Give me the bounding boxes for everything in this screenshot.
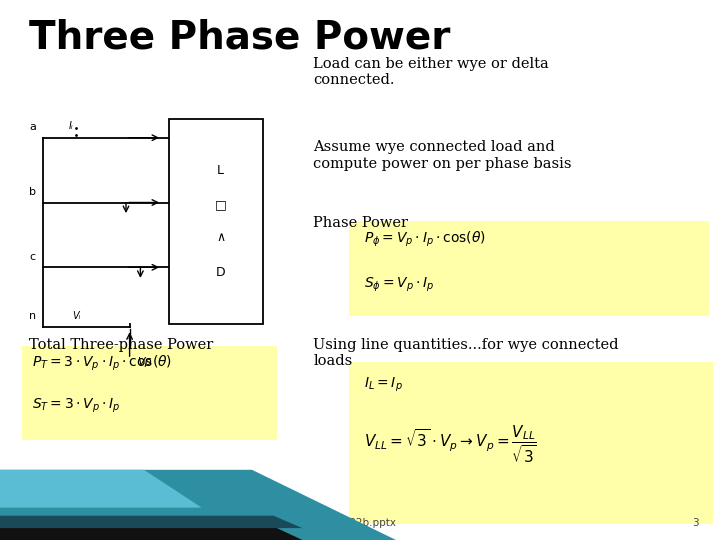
Text: □: □ (215, 199, 227, 212)
Polygon shape (0, 470, 202, 508)
Bar (349, 221, 709, 316)
Text: c: c (30, 252, 36, 262)
Text: Total Three-phase Power: Total Three-phase Power (29, 338, 213, 352)
Text: ∧: ∧ (216, 231, 225, 244)
Text: Assume wye connected load and
compute power on per phase basis: Assume wye connected load and compute po… (313, 140, 572, 171)
Text: Lesson 5_et332b.pptx: Lesson 5_et332b.pptx (281, 517, 396, 528)
Bar (349, 362, 713, 524)
Bar (169, 119, 263, 324)
Text: Phase Power: Phase Power (313, 216, 408, 230)
Text: Three Phase Power: Three Phase Power (29, 19, 450, 57)
Text: 3: 3 (692, 518, 698, 528)
Polygon shape (0, 526, 302, 540)
Text: Iₗ: Iₗ (68, 121, 73, 131)
Text: $P_\phi = V_p \cdot I_p \cdot \cos(\theta)$: $P_\phi = V_p \cdot I_p \cdot \cos(\thet… (364, 230, 485, 249)
Text: Using line quantities...for wye connected
loads: Using line quantities...for wye connecte… (313, 338, 618, 368)
Polygon shape (0, 516, 302, 528)
Text: Vₗ: Vₗ (72, 311, 80, 321)
Text: b: b (29, 187, 36, 197)
Text: $I_L = I_p$: $I_L = I_p$ (364, 375, 402, 394)
Text: $S_T = 3 \cdot V_p \cdot I_p$: $S_T = 3 \cdot V_p \cdot I_p$ (32, 397, 121, 415)
Text: a: a (29, 122, 36, 132)
Text: L: L (217, 164, 224, 177)
Text: $P_T = 3 \cdot V_p \cdot I_p \cdot \cos(\theta)$: $P_T = 3 \cdot V_p \cdot I_p \cdot \cos(… (32, 354, 173, 373)
Text: Load can be either wye or delta
connected.: Load can be either wye or delta connecte… (313, 57, 549, 87)
Text: n: n (29, 311, 36, 321)
Polygon shape (0, 470, 396, 540)
Text: D: D (216, 266, 225, 279)
Text: $S_\phi = V_p \cdot I_p$: $S_\phi = V_p \cdot I_p$ (364, 275, 434, 294)
Text: $V_{LL} = \sqrt{3} \cdot V_p \rightarrow V_p = \dfrac{V_{LL}}{\sqrt{3}}$: $V_{LL} = \sqrt{3} \cdot V_p \rightarrow… (364, 424, 536, 465)
Text: Vp: Vp (137, 357, 151, 367)
Bar (22, 346, 277, 440)
